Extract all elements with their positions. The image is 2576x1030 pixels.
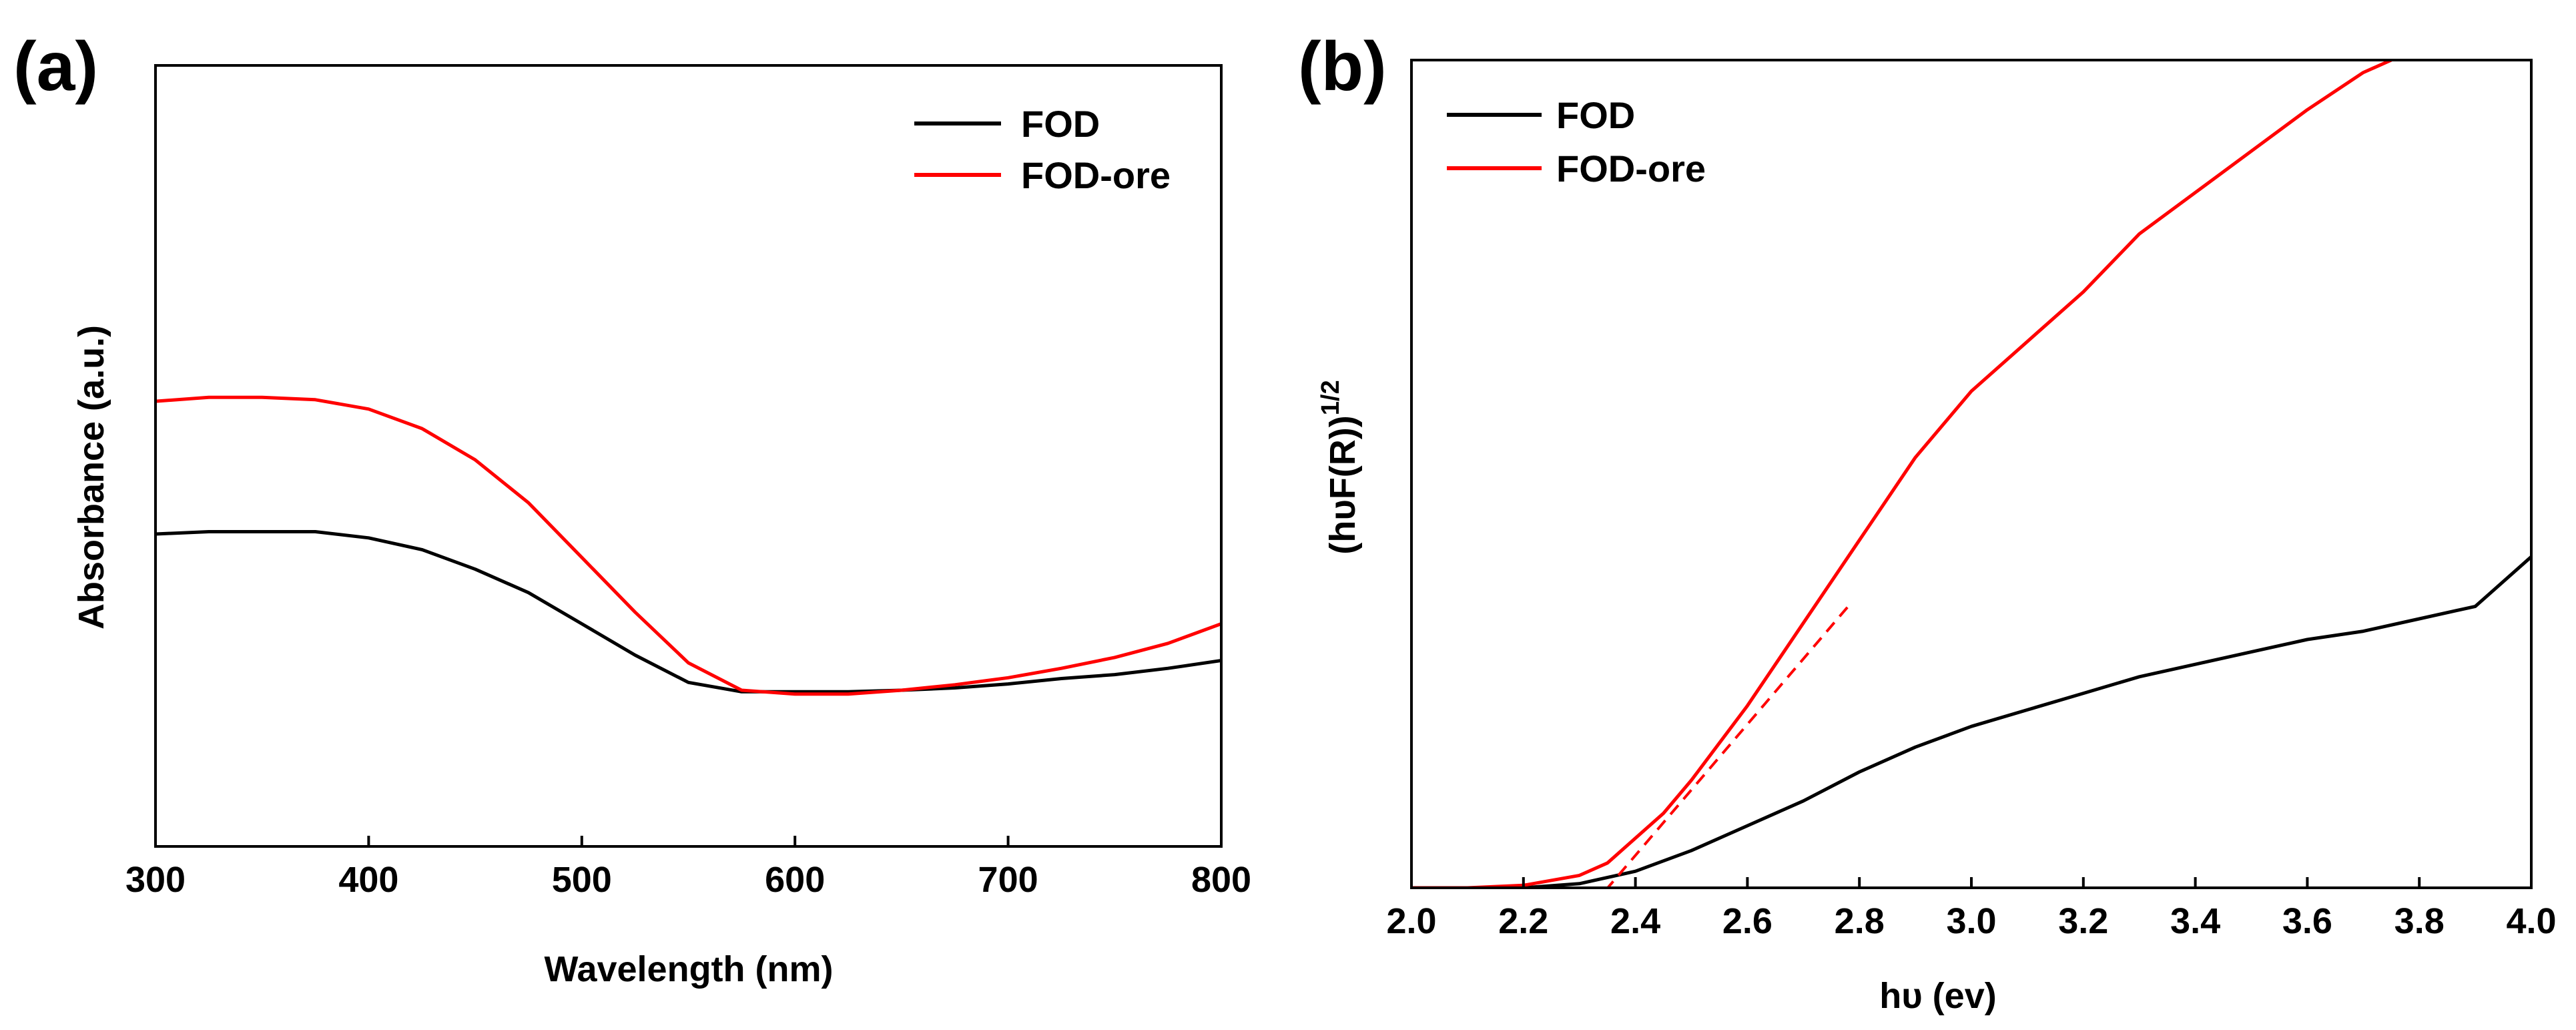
x-tick-label: 3.6	[2282, 901, 2332, 941]
x-tick-label: 3.4	[2170, 901, 2220, 941]
series-line-fod-ore-fit	[1606, 605, 1849, 888]
panel-a-x-axis-label: Wavelength (nm)	[544, 949, 833, 989]
series-line-fod-ore	[155, 395, 1221, 696]
x-tick-label: 2.6	[1722, 901, 1773, 941]
panel-b: (b) 2.0 2.2 2.4 2.6 2.8 3.0 3.2 3.4 3.6 3.8 4.0 hυ…	[1298, 28, 2557, 1016]
series-group	[1411, 60, 2531, 888]
legend-label-fod: FOD	[1556, 94, 1635, 136]
panel-b-x-axis-label: hυ (ev)	[1879, 976, 1996, 1016]
series-group	[155, 395, 1221, 696]
series-line-fod-ore	[1411, 60, 2392, 888]
legend-label-fod-ore: FOD-ore	[1556, 148, 1706, 190]
x-tick-label: 3.2	[2058, 901, 2108, 941]
panel-b-x-ticks: 2.0 2.2 2.4 2.6 2.8 3.0 3.2 3.4 3.6 3.8 4.0	[1386, 877, 2557, 941]
panel-a-y-axis-label: Absorbance (a.u.)	[71, 325, 111, 629]
panel-b-y-axis-label-sup: 1/2	[1317, 380, 1345, 415]
legend-label-fod: FOD	[1021, 103, 1100, 145]
panel-b-y-axis-label: (hυF(R))1/2	[1317, 380, 1363, 554]
x-tick-label: 2.8	[1835, 901, 1885, 941]
x-tick-label: 600	[765, 860, 825, 900]
x-tick-label: 700	[978, 860, 1038, 900]
panel-a-label: (a)	[13, 28, 98, 105]
x-tick-label: 3.8	[2394, 901, 2445, 941]
panel-b-label: (b)	[1298, 28, 1387, 105]
legend-label-fod-ore: FOD-ore	[1021, 154, 1171, 196]
panel-a-plot-area	[154, 64, 1223, 848]
x-tick-label: 3.0	[1946, 901, 1996, 941]
series-line-fod	[155, 530, 1221, 694]
x-tick-label: 2.0	[1386, 901, 1436, 941]
axes-frame	[154, 64, 1223, 848]
panel-a-x-ticks: 300 400 500 600 700 800	[125, 836, 1251, 900]
panel-b-legend: FOD FOD-ore	[1447, 94, 1706, 190]
series-line-fod	[1411, 555, 2531, 888]
panel-a: (a) 300 400 500 600 700 800 Wavelength (nm) A…	[13, 28, 1251, 989]
x-tick-label: 500	[552, 860, 612, 900]
x-tick-label: 800	[1191, 860, 1251, 900]
panel-a-legend: FOD FOD-ore	[914, 103, 1171, 196]
x-tick-label: 300	[125, 860, 186, 900]
x-tick-label: 4.0	[2506, 901, 2556, 941]
x-tick-label: 2.2	[1498, 901, 1548, 941]
x-tick-label: 2.4	[1610, 901, 1660, 941]
x-tick-label: 400	[338, 860, 398, 900]
panel-b-y-axis-label-main: (hυF(R))	[1323, 415, 1363, 554]
